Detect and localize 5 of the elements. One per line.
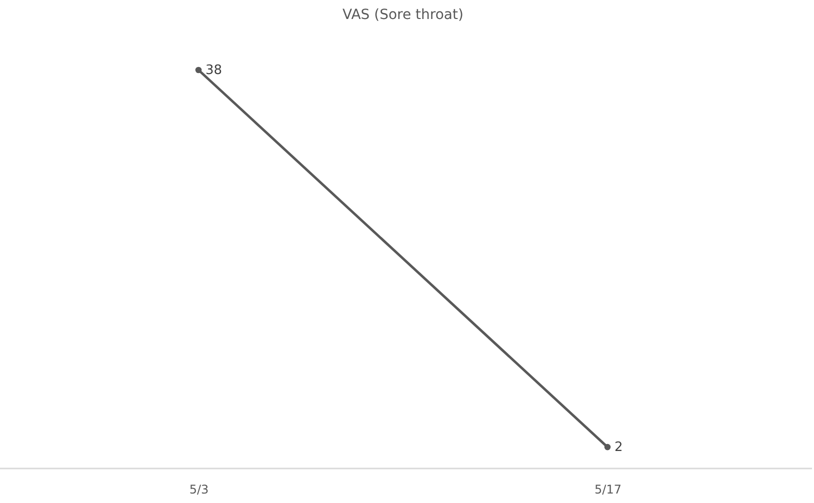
data-label: 38 bbox=[206, 63, 222, 78]
x-tick-label: 5/3 bbox=[189, 482, 209, 496]
data-label: 2 bbox=[614, 440, 623, 456]
chart-title: VAS (Sore throat) bbox=[342, 7, 464, 23]
x-tick-label: 5/17 bbox=[594, 482, 622, 496]
